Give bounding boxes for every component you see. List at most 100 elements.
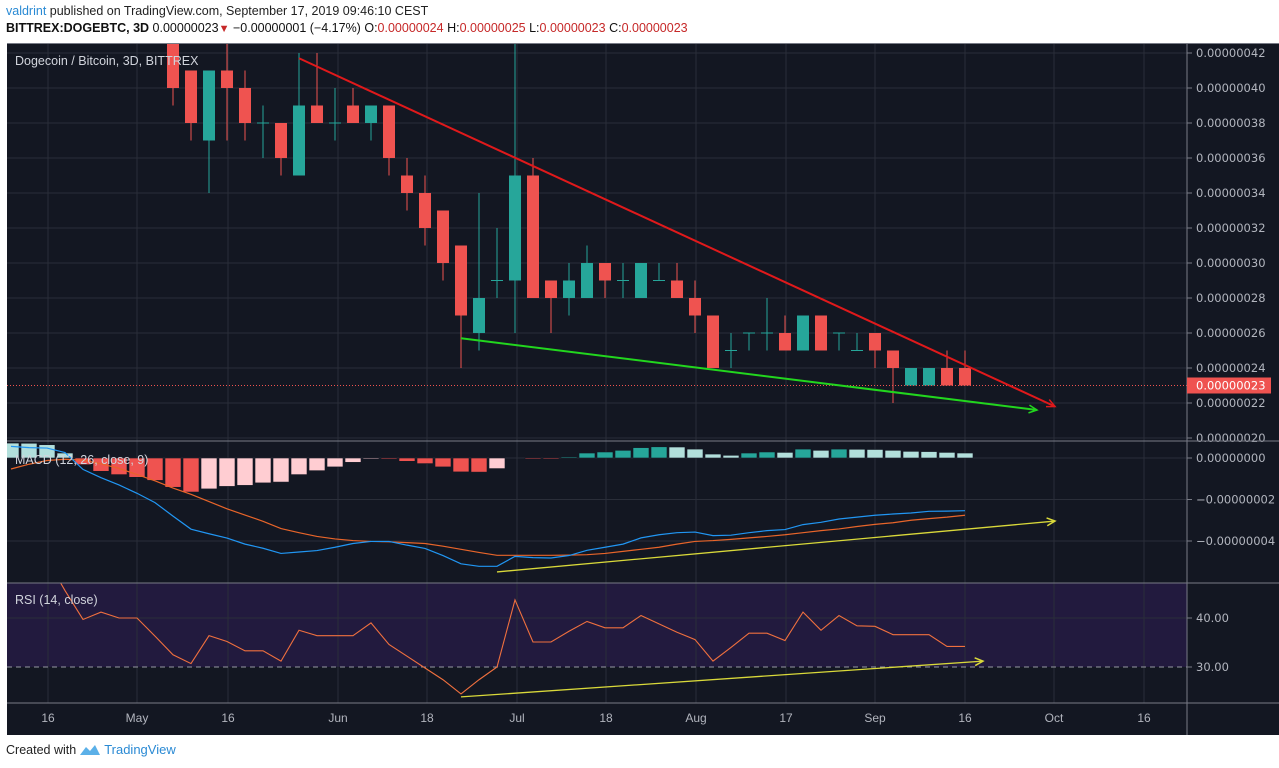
- chart-area[interactable]: 16 May 16 Jun 18 Jul 18 Aug 17 Sep 16 Oct 16 0.000000…: [0, 0, 1279, 740]
- open-label: O:: [364, 21, 378, 35]
- macd-tick-label: −0.00000004: [1196, 534, 1275, 548]
- macd-histogram-bar: [578, 452, 596, 459]
- candle-body: [401, 175, 413, 193]
- candle[interactable]: [347, 88, 359, 123]
- macd-histogram-bar: [902, 451, 920, 459]
- candle[interactable]: [527, 158, 539, 298]
- candle-body: [941, 368, 953, 386]
- candle[interactable]: [887, 350, 899, 404]
- candle[interactable]: [239, 70, 251, 141]
- price-tick-label: 0.00000026: [1196, 326, 1266, 340]
- macd-histogram-bar: [830, 448, 848, 459]
- macd-divergence-trendline-arrowhead-icon: [1046, 517, 1057, 527]
- tradingview-brand-link[interactable]: TradingView: [104, 742, 176, 757]
- candle[interactable]: [617, 263, 629, 298]
- candle-body: [239, 88, 251, 123]
- candle[interactable]: [329, 88, 341, 141]
- candle[interactable]: [383, 105, 395, 176]
- time-tick-label: 18: [599, 711, 613, 725]
- macd-histogram-bar: [560, 456, 578, 459]
- macd-legend: MACD (12, 26, close, 9): [15, 453, 148, 467]
- author-link[interactable]: valdrint: [6, 4, 47, 18]
- candle[interactable]: [545, 280, 557, 334]
- macd-histogram-bar: [92, 457, 110, 472]
- candle[interactable]: [257, 105, 269, 159]
- open-value: 0.00000024: [377, 21, 444, 35]
- macd-divergence-trendline[interactable]: [496, 520, 1056, 573]
- time-tick-label: 16: [958, 711, 972, 725]
- macd-histogram-bar: [812, 450, 830, 459]
- rsi-legend: RSI (14, close): [15, 593, 98, 607]
- candle[interactable]: [851, 333, 863, 351]
- candle[interactable]: [203, 70, 215, 194]
- macd-histogram-bar: [434, 457, 452, 468]
- time-tick-label: Aug: [685, 711, 706, 725]
- candle-body: [311, 105, 323, 123]
- candle[interactable]: [293, 53, 305, 176]
- macd-tick-label: 0.00000000: [1196, 451, 1266, 465]
- rsi-tick-label: 40.00: [1196, 611, 1229, 625]
- candle[interactable]: [779, 315, 791, 351]
- candle-body: [455, 245, 467, 316]
- candle-body: [779, 333, 791, 351]
- candle[interactable]: [365, 105, 377, 141]
- macd-histogram-bar: [182, 457, 200, 493]
- rsi-divergence-trendline[interactable]: [460, 660, 984, 698]
- macd-histogram-bar: [632, 447, 650, 459]
- macd-histogram-bar: [794, 448, 812, 459]
- candle-body: [419, 193, 431, 228]
- price-tick-label: 0.00000038: [1196, 116, 1266, 130]
- candle[interactable]: [923, 368, 935, 386]
- created-with-text: Created with: [6, 742, 77, 757]
- candle[interactable]: [743, 332, 755, 351]
- candle[interactable]: [833, 332, 845, 351]
- price-tick-label: 0.00000036: [1196, 151, 1266, 165]
- candle[interactable]: [905, 368, 917, 386]
- candle[interactable]: [635, 263, 647, 298]
- low-value: 0.00000023: [539, 21, 606, 35]
- candle[interactable]: [761, 298, 773, 351]
- candle[interactable]: [401, 158, 413, 211]
- candle-body: [563, 280, 575, 298]
- candle[interactable]: [725, 333, 737, 368]
- candle[interactable]: [869, 333, 881, 368]
- macd-histogram-bar: [290, 457, 308, 475]
- last-price-badge: [1187, 377, 1271, 394]
- rsi-pane: [60, 583, 985, 698]
- candle[interactable]: [311, 53, 323, 123]
- macd-signal-line: [10, 458, 966, 556]
- candle[interactable]: [491, 228, 503, 298]
- candle[interactable]: [275, 123, 287, 176]
- support-trendline[interactable]: [460, 337, 1038, 411]
- macd-histogram-bar: [668, 446, 686, 459]
- support-trendline-arrowhead-icon: [1028, 404, 1039, 414]
- candle[interactable]: [797, 315, 809, 351]
- candle-body: [671, 280, 683, 298]
- candle[interactable]: [185, 70, 197, 141]
- time-tick-label: Jun: [328, 711, 347, 725]
- candle[interactable]: [473, 193, 485, 351]
- candle[interactable]: [455, 245, 467, 369]
- candle[interactable]: [689, 280, 701, 334]
- published-text: published on TradingView.com, September …: [49, 4, 429, 18]
- candle[interactable]: [221, 36, 233, 141]
- price-tick-label: 0.00000022: [1196, 396, 1266, 410]
- candle[interactable]: [437, 210, 449, 281]
- close-label: C:: [609, 21, 622, 35]
- candle[interactable]: [959, 350, 971, 386]
- candle[interactable]: [563, 263, 575, 316]
- macd-histogram-bar: [614, 450, 632, 459]
- candle[interactable]: [815, 315, 827, 351]
- candle[interactable]: [653, 263, 665, 281]
- candle[interactable]: [167, 1, 179, 106]
- candle-body: [923, 368, 935, 386]
- candle[interactable]: [581, 245, 593, 299]
- candle-body: [707, 315, 719, 368]
- candle[interactable]: [419, 175, 431, 246]
- candle-body: [959, 368, 971, 386]
- candle[interactable]: [671, 263, 683, 298]
- candle[interactable]: [707, 315, 719, 369]
- candle[interactable]: [599, 263, 611, 298]
- candle-body: [545, 280, 557, 298]
- resistance-trendline[interactable]: [298, 57, 1056, 408]
